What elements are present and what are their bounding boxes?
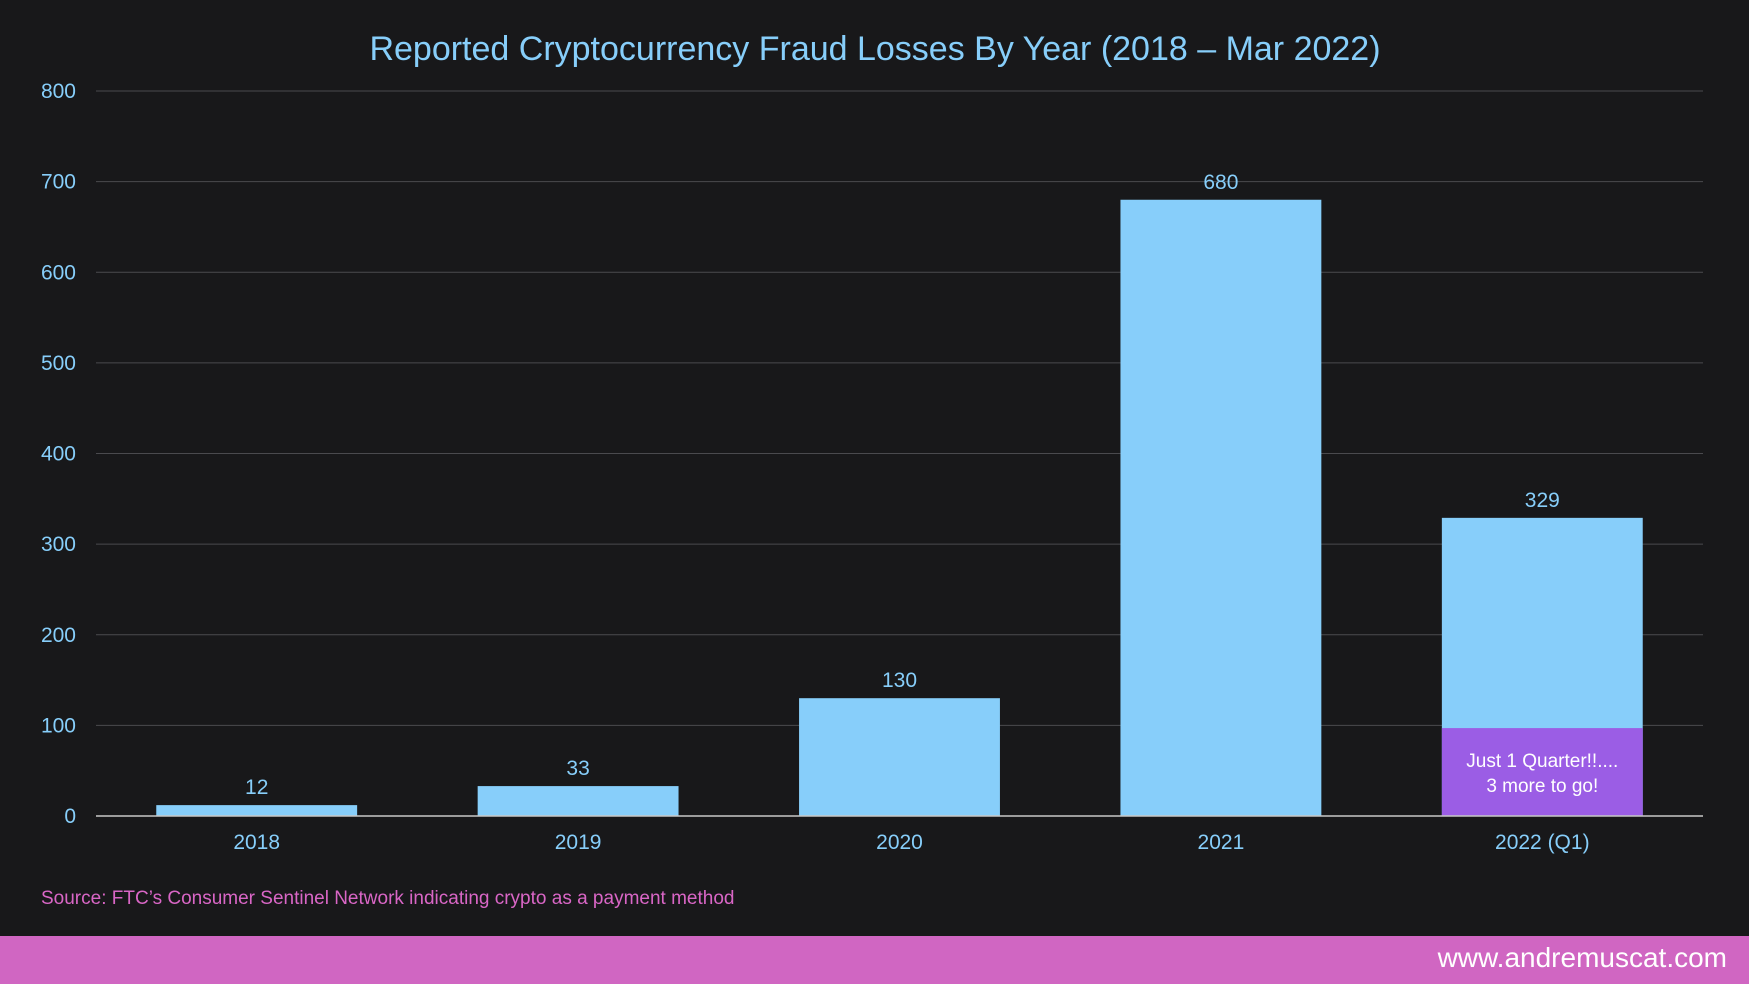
y-tick-label: 700 bbox=[41, 171, 76, 194]
annotation-box bbox=[1441, 728, 1643, 816]
data-label: 680 bbox=[1203, 171, 1238, 194]
y-tick-label: 800 bbox=[41, 80, 76, 103]
x-tick-label: 2020 bbox=[876, 831, 923, 854]
data-label: 12 bbox=[245, 776, 268, 799]
y-tick-label: 200 bbox=[41, 624, 76, 647]
bars bbox=[156, 199, 1643, 816]
bar-2018 bbox=[156, 805, 358, 816]
bar-2019 bbox=[477, 786, 679, 816]
footer-bar: www.andremuscat.com bbox=[0, 936, 1749, 984]
gridlines bbox=[96, 90, 1703, 726]
data-label: 329 bbox=[1525, 489, 1560, 512]
x-tick-label: 2022 (Q1) bbox=[1495, 831, 1590, 854]
chart-title: Reported Cryptocurrency Fraud Losses By … bbox=[369, 30, 1380, 68]
y-tick-label: 300 bbox=[41, 533, 76, 556]
x-tick-label: 2019 bbox=[555, 831, 602, 854]
bar-chart: Reported Cryptocurrency Fraud Losses By … bbox=[41, 30, 1703, 854]
bar-2021 bbox=[1120, 199, 1322, 816]
annotation-text: 3 more to go! bbox=[1486, 776, 1598, 797]
data-label: 130 bbox=[882, 669, 917, 692]
y-axis-ticks: 0 100 200 300 400 500 600 700 800 bbox=[41, 80, 76, 828]
annotation: Just 1 Quarter!!.... 3 more to go! bbox=[1441, 728, 1643, 816]
bar-2020 bbox=[799, 698, 1000, 816]
y-tick-label: 0 bbox=[64, 805, 76, 828]
source-note: Source: FTC’s Consumer Sentinel Network … bbox=[41, 888, 735, 909]
data-labels: 12 33 130 680 329 bbox=[245, 171, 1560, 799]
x-axis-ticks: 2018 2019 2020 2021 2022 (Q1) bbox=[233, 831, 1589, 854]
x-tick-label: 2021 bbox=[1198, 831, 1245, 854]
y-tick-label: 100 bbox=[41, 714, 76, 737]
y-tick-label: 500 bbox=[41, 352, 76, 375]
y-tick-label: 600 bbox=[41, 261, 76, 284]
data-label: 33 bbox=[566, 757, 589, 780]
x-tick-label: 2018 bbox=[233, 831, 280, 854]
annotation-text: Just 1 Quarter!!.... bbox=[1466, 751, 1618, 772]
footer-url: www.andremuscat.com bbox=[1437, 942, 1727, 973]
y-tick-label: 400 bbox=[41, 443, 76, 466]
